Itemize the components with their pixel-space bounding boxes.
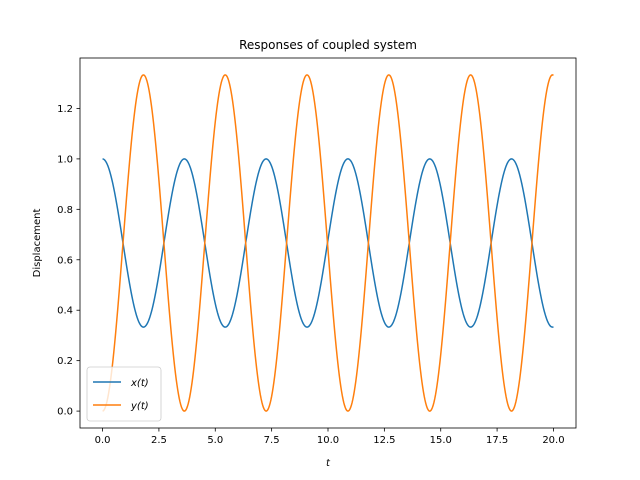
y-tick-label: 0.8: [57, 205, 73, 216]
y-tick-label: 0.0: [57, 407, 73, 418]
legend-label-y: y(t): [130, 401, 149, 412]
x-axis-ticks: 0.0 2.5 5.0 7.5 10.0 12.5 15.0 17.5 20.0: [95, 428, 565, 446]
y-tick-label: 1.0: [57, 154, 73, 165]
x-tick-label: 15.0: [430, 435, 452, 446]
x-tick-label: 10.0: [317, 435, 339, 446]
x-tick-label: 7.5: [264, 435, 280, 446]
x-tick-label: 0.0: [95, 435, 111, 446]
x-tick-label: 20.0: [542, 435, 564, 446]
series-line-x: [102, 158, 554, 328]
series-line-y: [102, 74, 554, 412]
x-tick-label: 5.0: [207, 435, 223, 446]
series-lines: [102, 74, 554, 412]
y-axis-ticks: 0.0 0.2 0.4 0.6 0.8 1.0 1.2: [57, 104, 80, 418]
y-tick-label: 0.4: [57, 306, 73, 317]
x-axis-label: t: [326, 458, 331, 469]
legend-label-x: x(t): [130, 378, 149, 389]
legend-box: [86, 366, 162, 422]
x-tick-label: 17.5: [486, 435, 508, 446]
y-axis-label: Displacement: [32, 209, 43, 278]
y-tick-label: 0.6: [57, 255, 73, 266]
y-tick-label: 0.2: [57, 356, 73, 367]
x-tick-label: 2.5: [151, 435, 167, 446]
legend: x(t) y(t): [86, 366, 162, 422]
chart-title: Responses of coupled system: [239, 38, 417, 52]
y-tick-label: 1.2: [57, 104, 73, 115]
x-tick-label: 12.5: [373, 435, 395, 446]
